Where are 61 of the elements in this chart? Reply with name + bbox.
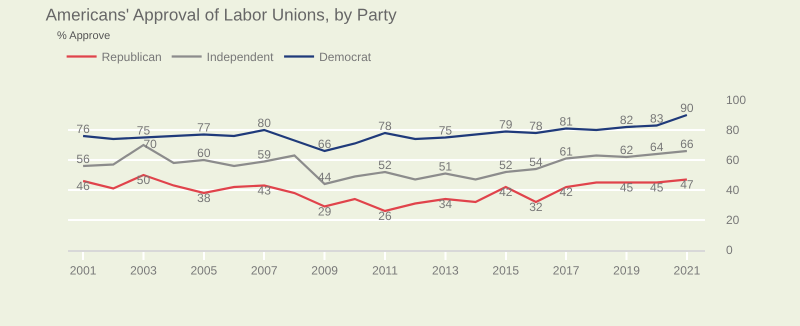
x-tick-label: 2019	[613, 263, 640, 278]
chart-subtitle: % Approve	[57, 30, 110, 42]
data-label: 82	[620, 113, 634, 127]
x-tick-label: 2007	[250, 263, 278, 278]
y-tick-label: 20	[726, 213, 740, 228]
x-tick-label: 2013	[432, 263, 460, 278]
chart-title: Americans' Approval of Labor Unions, by Party	[46, 6, 398, 25]
data-label: 81	[559, 114, 574, 128]
data-label: 66	[318, 137, 332, 151]
x-tick-label: 2005	[190, 263, 218, 278]
data-label: 90	[680, 101, 694, 115]
data-label: 51	[438, 160, 452, 174]
y-tick-label: 40	[726, 183, 740, 198]
data-label: 66	[680, 137, 694, 151]
x-tick-label: 2021	[674, 263, 701, 278]
data-label: 42	[559, 185, 574, 199]
data-label: 46	[76, 179, 90, 193]
data-label: 76	[76, 122, 90, 136]
y-tick-label: 60	[726, 153, 740, 168]
data-label: 32	[529, 200, 543, 214]
data-label: 52	[499, 158, 513, 172]
data-label: 52	[378, 158, 392, 172]
data-label: 34	[438, 197, 452, 211]
data-label: 56	[76, 152, 90, 166]
y-tick-label: 80	[726, 123, 740, 138]
data-label: 26	[378, 209, 392, 223]
legend-label: Democrat	[319, 50, 372, 64]
data-label: 75	[438, 124, 452, 138]
data-label: 62	[620, 143, 634, 157]
data-label: 45	[650, 180, 664, 194]
y-tick-label: 0	[726, 243, 733, 258]
data-label: 59	[258, 148, 272, 162]
data-label: 64	[650, 140, 664, 154]
data-label: 77	[197, 120, 211, 134]
data-label: 29	[318, 204, 332, 218]
data-label: 44	[318, 170, 332, 184]
y-tick-label: 100	[726, 93, 746, 108]
legend-label: Independent	[206, 50, 274, 64]
data-label: 61	[559, 144, 574, 158]
data-label: 45	[620, 180, 634, 194]
data-label: 60	[197, 146, 211, 160]
data-label: 54	[529, 155, 543, 169]
x-tick-label: 2015	[492, 263, 520, 278]
data-label: 38	[197, 191, 211, 205]
data-label: 42	[499, 185, 513, 199]
data-label: 70	[143, 137, 158, 151]
x-tick-label: 2011	[372, 263, 398, 278]
data-label: 47	[680, 178, 694, 192]
data-label: 75	[136, 124, 150, 138]
data-label: 79	[499, 118, 513, 132]
data-label: 43	[258, 184, 272, 198]
x-tick-label: 2017	[552, 263, 580, 278]
data-label: 78	[378, 119, 392, 133]
x-tick-label: 2009	[311, 263, 338, 278]
data-label: 78	[529, 119, 543, 133]
legend-label: Republican	[102, 50, 162, 64]
data-label: 80	[258, 116, 272, 130]
x-tick-label: 2001	[70, 263, 97, 278]
data-label: 50	[136, 173, 150, 187]
data-label: 83	[650, 112, 664, 126]
x-tick-label: 2003	[130, 263, 158, 278]
